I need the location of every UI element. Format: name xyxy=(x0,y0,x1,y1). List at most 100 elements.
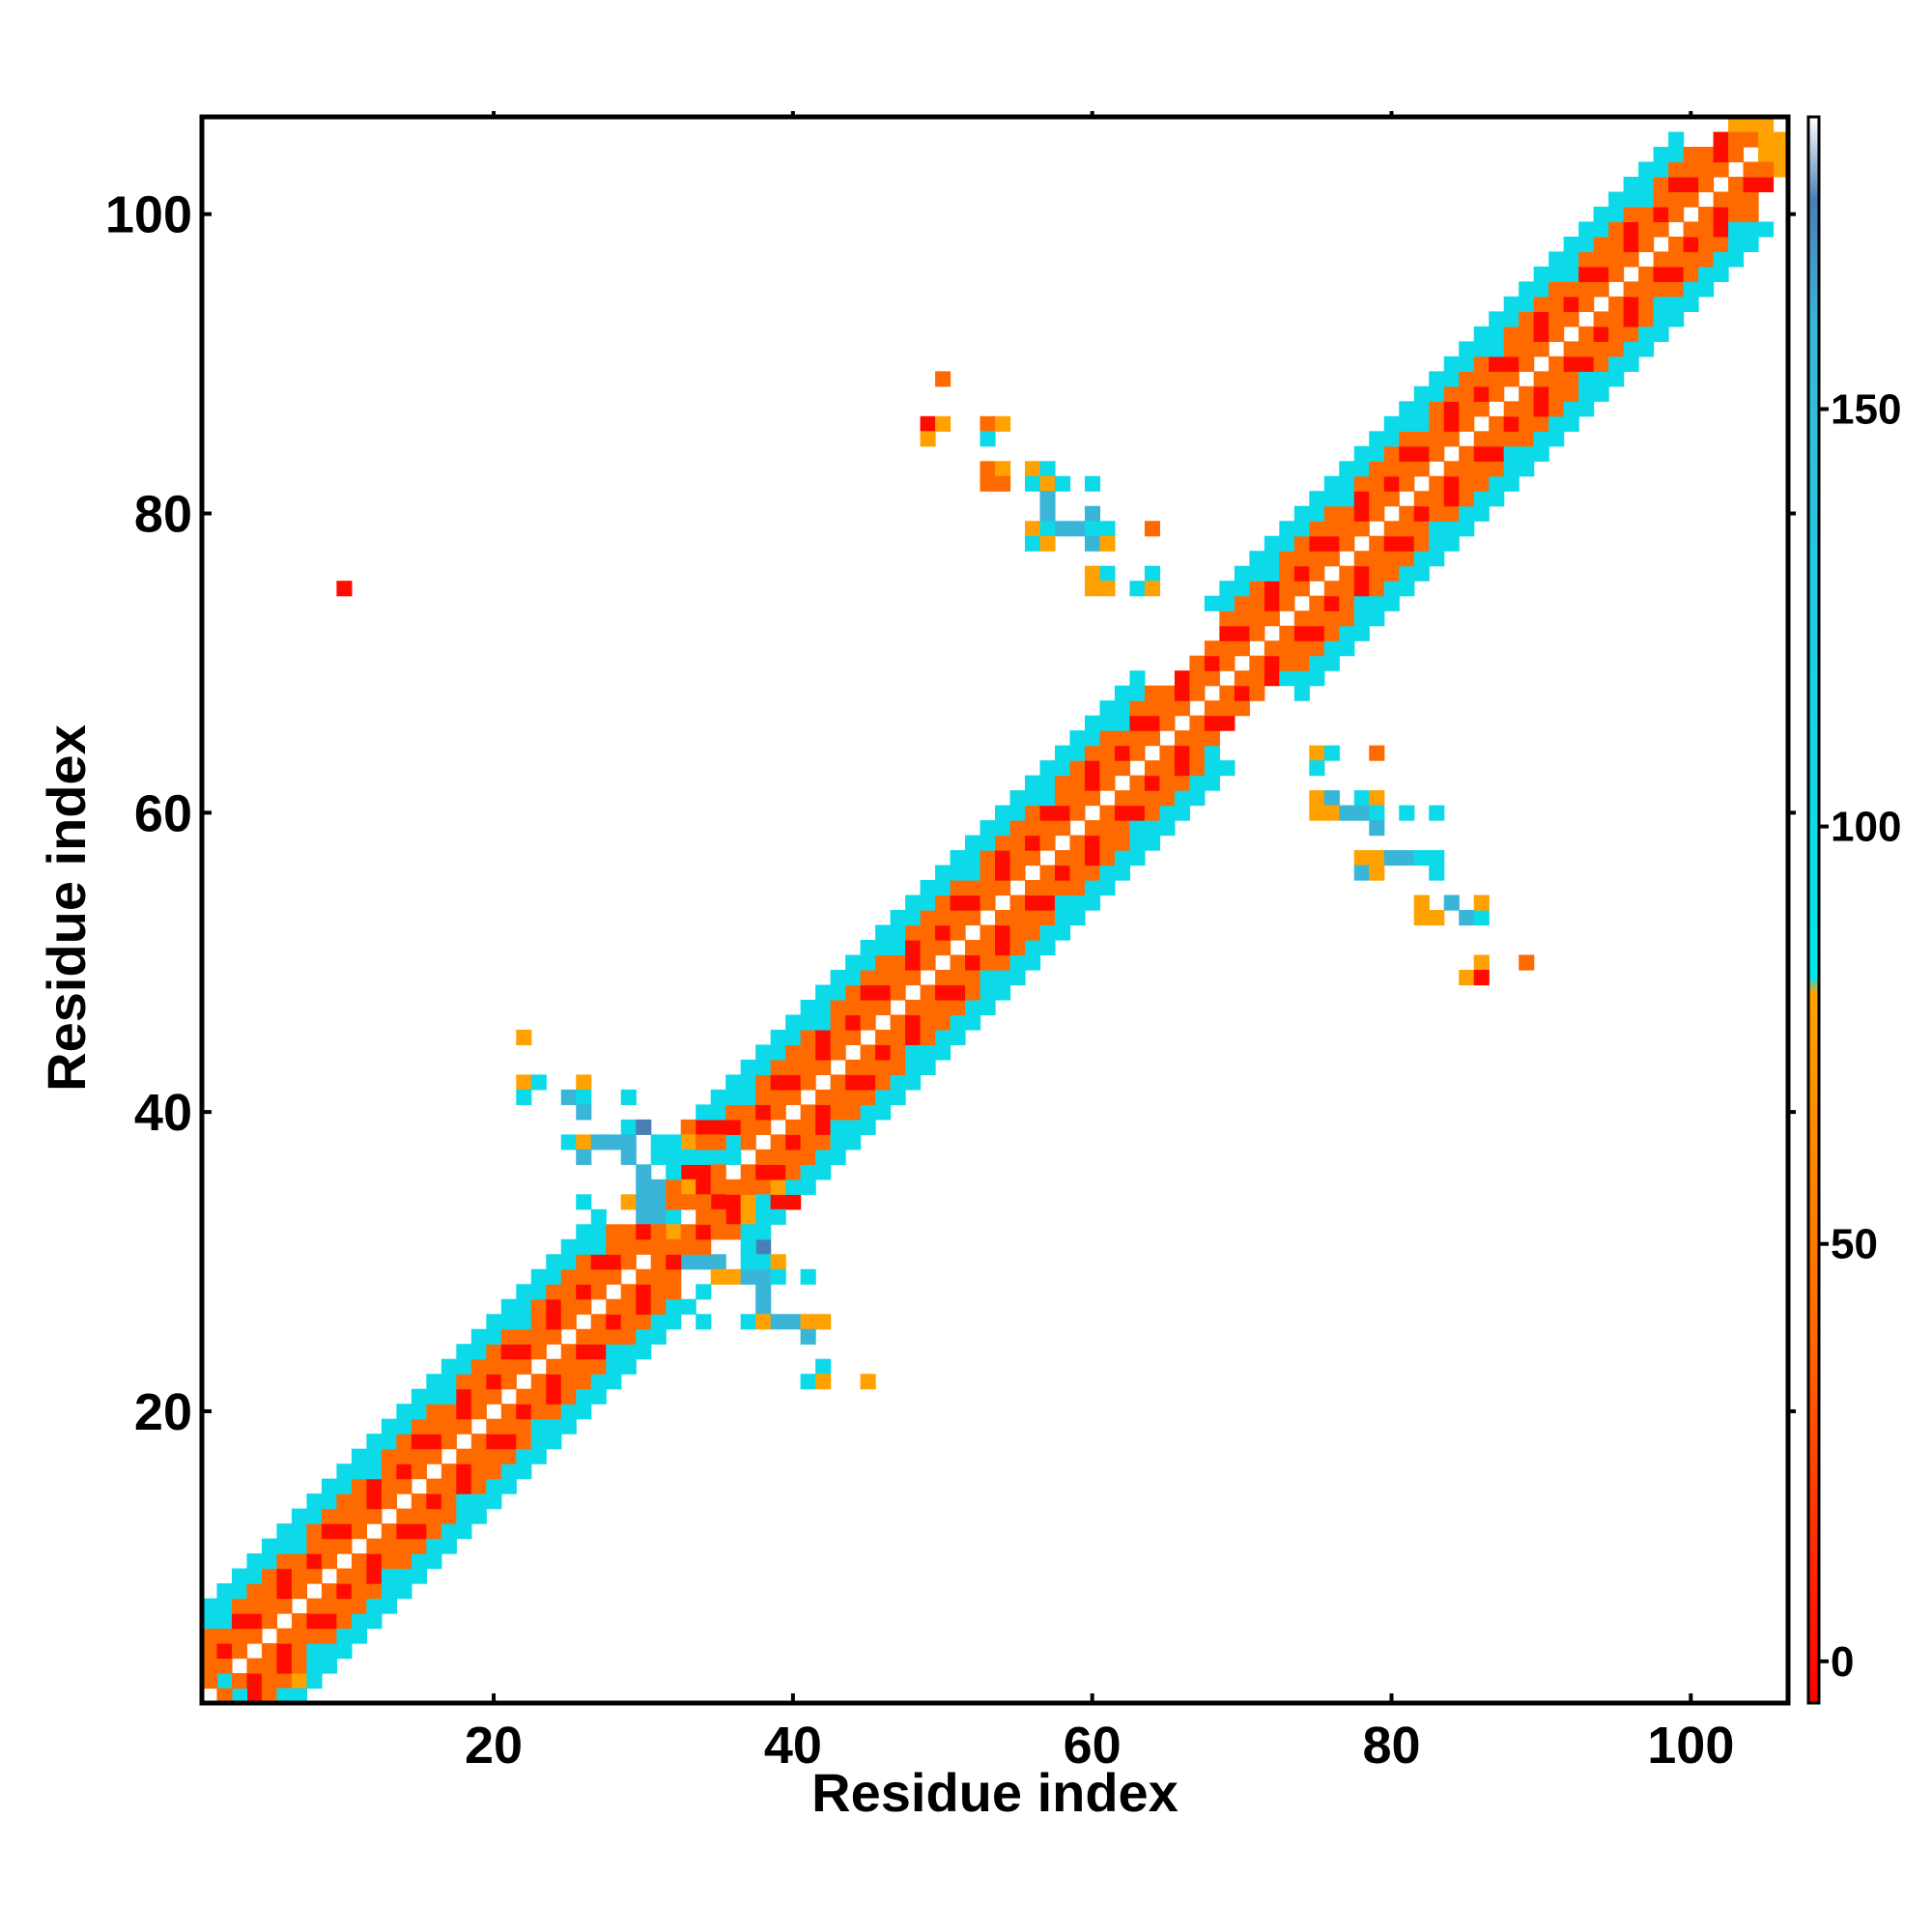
heatmap-cell xyxy=(231,1568,248,1584)
heatmap-cell xyxy=(1174,775,1190,791)
heatmap-cell xyxy=(890,1014,906,1031)
heatmap-cell xyxy=(1713,131,1729,148)
heatmap-cell xyxy=(1099,775,1116,791)
heatmap-cell xyxy=(725,1268,742,1285)
heatmap-cell xyxy=(1519,954,1535,971)
heatmap-cell xyxy=(980,880,996,896)
heatmap-cell xyxy=(1383,535,1400,552)
heatmap-cell xyxy=(740,1194,756,1210)
heatmap-cell xyxy=(1743,131,1759,148)
heatmap-cell xyxy=(920,954,936,971)
heatmap-cell xyxy=(1743,191,1759,208)
heatmap-cell xyxy=(231,1673,248,1690)
heatmap-cell xyxy=(440,1538,457,1554)
heatmap-cell xyxy=(980,431,996,447)
heatmap-cell xyxy=(965,984,981,1001)
heatmap-cell xyxy=(1293,685,1310,701)
heatmap-cell xyxy=(1129,670,1146,687)
heatmap-cell xyxy=(291,1628,308,1644)
heatmap-cell xyxy=(1533,281,1549,298)
heatmap-cell xyxy=(261,1538,278,1554)
heatmap-cell xyxy=(516,1089,532,1105)
heatmap-cell xyxy=(1009,820,1026,837)
heatmap-cell xyxy=(680,1238,696,1255)
heatmap-cell xyxy=(1533,266,1549,282)
heatmap-cell xyxy=(1429,385,1445,402)
heatmap-cell xyxy=(1383,595,1400,611)
heatmap-cell xyxy=(411,1434,427,1450)
heatmap-cell xyxy=(576,1284,592,1300)
heatmap-cell xyxy=(1683,296,1699,312)
heatmap-cell xyxy=(456,1448,472,1464)
heatmap-cell xyxy=(1519,385,1535,402)
heatmap-cell xyxy=(1249,625,1265,641)
heatmap-cell xyxy=(1054,865,1071,881)
heatmap-cell xyxy=(1489,445,1505,462)
heatmap-cell xyxy=(1054,850,1071,867)
heatmap-cell xyxy=(530,1298,547,1315)
heatmap-cell xyxy=(815,1014,832,1031)
heatmap-cell xyxy=(1533,401,1549,417)
heatmap-cell xyxy=(1114,700,1131,717)
heatmap-cell xyxy=(1129,715,1146,731)
heatmap-cell xyxy=(710,1254,726,1270)
heatmap-cell xyxy=(1323,581,1340,597)
heatmap-cell xyxy=(860,1014,876,1031)
heatmap-cell xyxy=(1683,161,1699,178)
heatmap-cell xyxy=(800,1014,816,1031)
heatmap-cell xyxy=(1039,760,1056,777)
heatmap-cell xyxy=(321,1523,338,1540)
heatmap-cell xyxy=(650,1149,667,1165)
heatmap-cell xyxy=(950,924,966,941)
heatmap-cell xyxy=(411,1508,427,1524)
heatmap-cell xyxy=(1099,760,1116,777)
heatmap-cell xyxy=(1323,595,1340,611)
heatmap-cell xyxy=(1413,461,1430,477)
heatmap-cell xyxy=(1114,685,1131,701)
heatmap-cell xyxy=(1264,640,1280,657)
heatmap-cell xyxy=(1054,895,1071,911)
heatmap-cell xyxy=(860,954,876,971)
heatmap-cell xyxy=(381,1538,397,1554)
heatmap-cell xyxy=(516,1404,532,1420)
heatmap-cell xyxy=(755,1208,772,1225)
heatmap-cell xyxy=(980,461,996,477)
heatmap-cell xyxy=(1353,475,1370,492)
heatmap-cell xyxy=(875,939,892,956)
heatmap-cell xyxy=(516,1344,532,1360)
heatmap-cell xyxy=(1533,311,1549,327)
heatmap-cell xyxy=(231,1643,248,1660)
heatmap-cell xyxy=(785,1314,802,1330)
heatmap-cell xyxy=(905,969,922,986)
heatmap-cell xyxy=(456,1523,472,1540)
heatmap-cell xyxy=(500,1328,517,1345)
heatmap-cell xyxy=(606,1344,622,1360)
heatmap-cell xyxy=(1353,865,1370,881)
heatmap-cell xyxy=(1323,505,1340,522)
heatmap-cell xyxy=(1563,415,1579,432)
heatmap-cell xyxy=(770,1254,786,1270)
heatmap-cell xyxy=(590,1208,607,1225)
heatmap-cell xyxy=(336,1493,353,1510)
heatmap-cell xyxy=(800,999,816,1016)
heatmap-cell xyxy=(1309,505,1325,522)
heatmap-cell xyxy=(1114,820,1131,837)
heatmap-cell xyxy=(1353,850,1370,867)
heatmap-cell xyxy=(620,1314,637,1330)
heatmap-cell xyxy=(636,1238,652,1255)
heatmap-cell xyxy=(1623,296,1639,312)
heatmap-cell xyxy=(666,1284,682,1300)
heatmap-cell xyxy=(1443,415,1460,432)
heatmap-cell xyxy=(351,1583,367,1600)
heatmap-cell xyxy=(890,939,906,956)
heatmap-cell xyxy=(1054,775,1071,791)
heatmap-cell xyxy=(875,1104,892,1121)
heatmap-cell xyxy=(620,1358,637,1375)
heatmap-cell xyxy=(1144,820,1160,837)
heatmap-cell xyxy=(440,1404,457,1420)
heatmap-cell xyxy=(1204,760,1220,777)
heatmap-cell xyxy=(590,1328,607,1345)
heatmap-cell xyxy=(351,1523,367,1540)
heatmap-cell xyxy=(1293,640,1310,657)
heatmap-cell xyxy=(1039,924,1056,941)
